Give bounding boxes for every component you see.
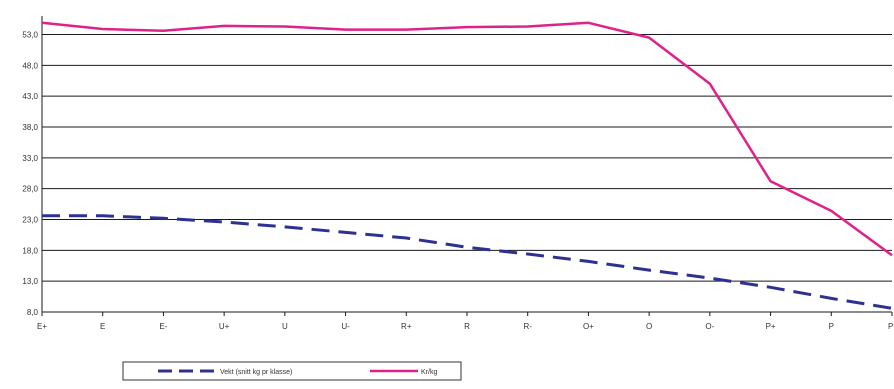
x-tick-label: P	[829, 322, 834, 331]
x-tick-label: R+	[401, 322, 412, 331]
x-tick-label: U-	[341, 322, 350, 331]
y-tick-label: 43,0	[22, 92, 38, 101]
series-lines	[41, 21, 893, 310]
series-line-price	[41, 21, 893, 257]
y-tick-label: 28,0	[22, 185, 38, 194]
series-line-weight	[42, 214, 893, 310]
y-tick-label: 23,0	[22, 216, 38, 225]
y-tick-label: 13,0	[22, 277, 38, 286]
y-tick-label: 33,0	[22, 154, 38, 163]
x-tick-label: R-	[523, 322, 532, 331]
x-tick-label: U	[282, 322, 288, 331]
x-tick-label: U+	[219, 322, 230, 331]
x-tick-label: E	[100, 322, 105, 331]
x-tick-label: R	[464, 322, 470, 331]
y-axis-ticks: 8,0 13,0 18,0 23,0 28,0 33,0 38,0 43,0 48,0 53,0	[22, 31, 38, 318]
y-tick-label: 18,0	[22, 246, 38, 255]
x-tick-label: P-	[888, 322, 894, 331]
y-tick-label: 48,0	[22, 61, 38, 70]
x-tick-label: P+	[766, 322, 776, 331]
legend-box	[122, 361, 462, 381]
x-tick-label: O-	[705, 322, 714, 331]
x-tick-label: E-	[159, 322, 167, 331]
y-tick-label: 38,0	[22, 123, 38, 132]
x-tick-label: E+	[37, 322, 47, 331]
y-tick-label: 53,0	[22, 31, 38, 40]
x-tick-label: O+	[583, 322, 594, 331]
x-tick-label: O	[646, 322, 652, 331]
y-tick-label: 8,0	[27, 308, 39, 317]
legend: Vekt (snitt kg pr klasse) Kr/kg	[122, 361, 462, 381]
legend-label-weight: Vekt (snitt kg pr klasse)	[220, 369, 292, 376]
legend-label-price: Kr/kg	[421, 369, 437, 376]
x-axis-ticks: E+ E E- U+ U U- R+ R R- O+ O O- P+ P P-	[37, 312, 894, 331]
grid-lines	[41, 16, 892, 313]
